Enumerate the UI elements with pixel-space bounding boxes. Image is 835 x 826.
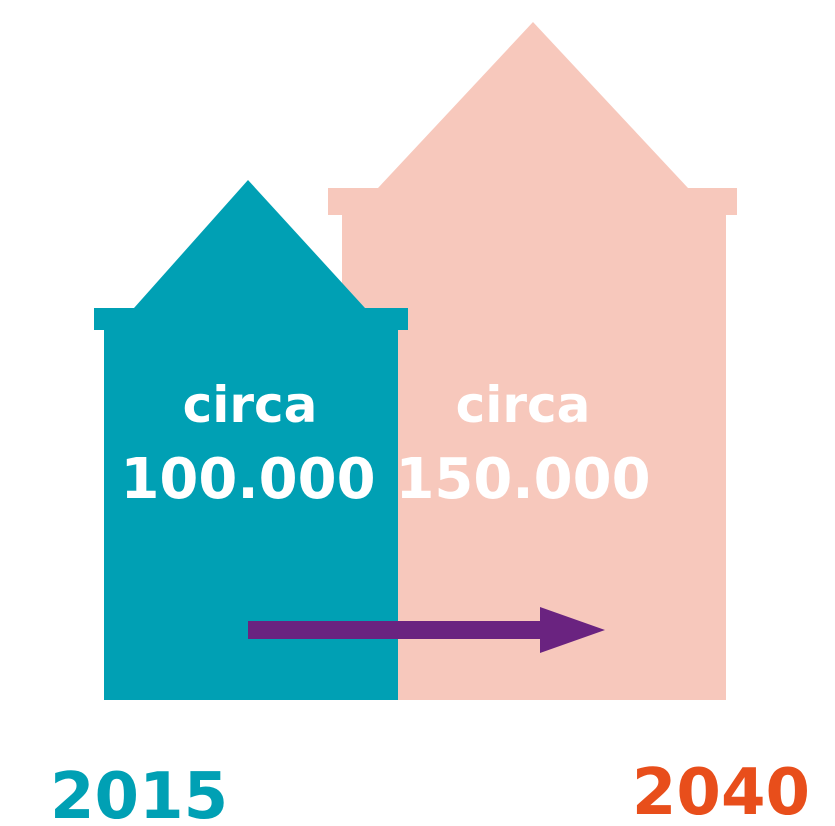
year-start: 2015 (50, 760, 228, 826)
house-label: circa (183, 376, 318, 434)
body (342, 215, 726, 700)
cornice (328, 188, 737, 215)
year-end: 2040 (632, 756, 810, 826)
house-label: circa (456, 376, 591, 434)
arrow (248, 607, 605, 653)
house-value: 100.000 (120, 447, 375, 512)
house-value: 150.000 (395, 447, 650, 512)
cornice (94, 308, 408, 330)
roof (378, 22, 688, 188)
roof (134, 180, 365, 308)
arrow-head (540, 607, 605, 653)
house-2040 (328, 22, 737, 700)
arrow-shaft (248, 621, 542, 639)
